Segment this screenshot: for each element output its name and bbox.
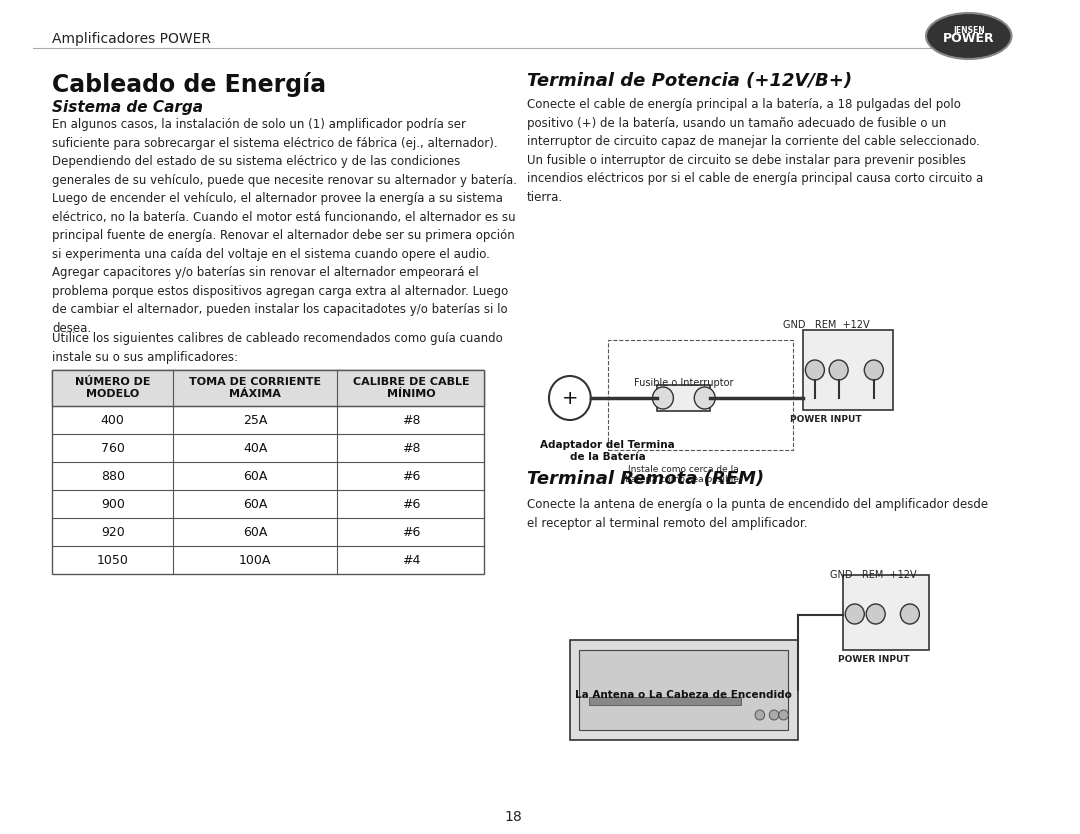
Circle shape: [806, 360, 824, 380]
Text: #8: #8: [402, 414, 420, 426]
Text: 760: 760: [100, 441, 124, 455]
Text: GND   REM  +12V: GND REM +12V: [831, 570, 917, 580]
Text: #4: #4: [402, 554, 420, 566]
Text: Conecte la antena de energía o la punta de encendido del amplificador desde
el r: Conecte la antena de energía o la punta …: [527, 498, 988, 530]
Text: POWER INPUT: POWER INPUT: [791, 415, 862, 424]
Text: Terminal Remota (REM): Terminal Remota (REM): [527, 470, 765, 488]
Text: Sistema de Carga: Sistema de Carga: [52, 100, 203, 115]
Bar: [52, 370, 485, 406]
Text: #6: #6: [402, 525, 420, 539]
Circle shape: [864, 360, 883, 380]
Circle shape: [829, 360, 848, 380]
Text: 60A: 60A: [243, 498, 268, 510]
Text: Conecte el cable de energía principal a la batería, a 18 pulgadas del polo
posit: Conecte el cable de energía principal a …: [527, 98, 984, 203]
Text: #6: #6: [402, 498, 420, 510]
Text: 880: 880: [100, 470, 124, 483]
Circle shape: [755, 710, 765, 720]
Bar: [570, 640, 798, 740]
Text: Utilice los siguientes calibres de cableado recomendados como guía cuando
instal: Utilice los siguientes calibres de cable…: [52, 332, 503, 364]
Bar: [843, 575, 929, 650]
Circle shape: [866, 604, 886, 624]
Text: En algunos casos, la instalación de solo un (1) amplificador podría ser
suficien: En algunos casos, la instalación de solo…: [52, 118, 517, 334]
Text: JENSEN: JENSEN: [953, 26, 985, 34]
Text: NÚMERO DE
MODELO: NÚMERO DE MODELO: [75, 377, 150, 399]
Ellipse shape: [926, 13, 1012, 59]
Circle shape: [901, 604, 919, 624]
Bar: [579, 650, 788, 730]
Text: +: +: [562, 389, 578, 408]
Text: 40A: 40A: [243, 441, 268, 455]
Text: #8: #8: [402, 441, 420, 455]
Text: 900: 900: [100, 498, 124, 510]
Text: Cableado de Energía: Cableado de Energía: [52, 72, 326, 97]
Bar: [589, 697, 741, 705]
Text: 1050: 1050: [97, 554, 129, 566]
Text: Adaptador del Termina
de la Batería: Adaptador del Termina de la Batería: [540, 440, 675, 461]
Text: Terminal de Potencia (+12V/B+): Terminal de Potencia (+12V/B+): [527, 72, 852, 90]
Text: Instale como cerca de la
batería como sea posible.: Instale como cerca de la batería como se…: [625, 465, 742, 485]
Circle shape: [779, 710, 788, 720]
Circle shape: [694, 387, 715, 409]
Text: #6: #6: [402, 470, 420, 483]
Text: Fusible o Interruptor: Fusible o Interruptor: [634, 378, 733, 388]
Circle shape: [652, 387, 674, 409]
Text: La Antena o La Cabeza de Encendido: La Antena o La Cabeza de Encendido: [576, 690, 793, 700]
Text: 25A: 25A: [243, 414, 268, 426]
Text: 18: 18: [504, 810, 522, 824]
Bar: [802, 330, 893, 410]
Text: 100A: 100A: [239, 554, 271, 566]
Text: 920: 920: [100, 525, 124, 539]
Text: TOMA DE CORRIENTE
MÁXIMA: TOMA DE CORRIENTE MÁXIMA: [189, 377, 322, 399]
Text: 60A: 60A: [243, 525, 268, 539]
Text: 400: 400: [100, 414, 124, 426]
Text: Amplificadores POWER: Amplificadores POWER: [52, 32, 212, 46]
Text: CALIBRE DE CABLE
MÍNIMO: CALIBRE DE CABLE MÍNIMO: [352, 377, 469, 399]
Circle shape: [846, 604, 864, 624]
Text: GND   REM  +12V: GND REM +12V: [783, 320, 869, 330]
Text: POWER: POWER: [943, 32, 995, 44]
Circle shape: [769, 710, 779, 720]
Bar: [52, 370, 485, 574]
Circle shape: [549, 376, 591, 420]
Bar: [658, 385, 711, 411]
Text: POWER INPUT: POWER INPUT: [838, 655, 909, 664]
Text: 60A: 60A: [243, 470, 268, 483]
